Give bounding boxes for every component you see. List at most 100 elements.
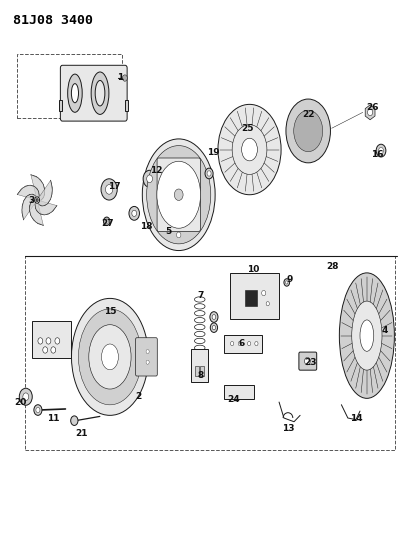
Circle shape: [103, 217, 110, 225]
Circle shape: [174, 189, 183, 200]
Text: 8: 8: [197, 371, 204, 380]
Polygon shape: [35, 200, 57, 215]
FancyBboxPatch shape: [223, 385, 254, 399]
Ellipse shape: [89, 325, 131, 389]
Circle shape: [34, 197, 39, 203]
Text: 1: 1: [117, 73, 123, 82]
Text: 18: 18: [140, 222, 152, 231]
Circle shape: [43, 347, 47, 353]
Text: 7: 7: [197, 291, 204, 300]
Circle shape: [46, 338, 51, 344]
Circle shape: [129, 206, 139, 220]
Text: 28: 28: [326, 262, 338, 271]
Text: 16: 16: [370, 150, 382, 159]
Circle shape: [143, 170, 156, 187]
Circle shape: [378, 148, 382, 154]
Circle shape: [70, 416, 78, 425]
Circle shape: [375, 144, 385, 157]
Circle shape: [211, 314, 215, 319]
Circle shape: [238, 342, 241, 346]
Text: 15: 15: [103, 307, 116, 316]
Ellipse shape: [285, 99, 330, 163]
Ellipse shape: [351, 301, 381, 370]
Circle shape: [367, 109, 372, 116]
FancyBboxPatch shape: [191, 349, 208, 382]
Circle shape: [265, 302, 269, 306]
Text: 2: 2: [135, 392, 141, 401]
Polygon shape: [17, 185, 39, 200]
Text: 9: 9: [286, 275, 292, 284]
Circle shape: [19, 388, 32, 405]
Text: 81J08 3400: 81J08 3400: [13, 14, 93, 27]
Circle shape: [176, 232, 181, 238]
Ellipse shape: [293, 110, 322, 152]
Text: 3: 3: [28, 196, 34, 205]
Circle shape: [283, 279, 289, 286]
FancyBboxPatch shape: [298, 352, 316, 370]
Circle shape: [23, 393, 29, 401]
Circle shape: [122, 75, 127, 81]
FancyBboxPatch shape: [60, 65, 127, 121]
Circle shape: [209, 312, 217, 322]
Ellipse shape: [142, 139, 215, 251]
Polygon shape: [22, 194, 37, 220]
Text: 10: 10: [247, 265, 259, 273]
Circle shape: [304, 358, 309, 365]
FancyBboxPatch shape: [224, 335, 262, 353]
Text: 23: 23: [303, 358, 315, 367]
Text: 27: 27: [101, 220, 114, 229]
Circle shape: [210, 323, 217, 333]
Circle shape: [51, 347, 55, 353]
FancyBboxPatch shape: [230, 273, 278, 319]
Text: 13: 13: [281, 424, 294, 433]
Polygon shape: [37, 180, 52, 206]
Circle shape: [101, 179, 117, 200]
Ellipse shape: [78, 309, 141, 405]
Circle shape: [285, 281, 287, 284]
Text: 4: 4: [381, 326, 387, 335]
Bar: [59, 100, 62, 111]
Ellipse shape: [101, 344, 118, 370]
Ellipse shape: [241, 138, 257, 161]
Circle shape: [230, 342, 233, 346]
Text: 24: 24: [226, 395, 239, 404]
Ellipse shape: [232, 125, 266, 174]
Circle shape: [132, 210, 136, 216]
Circle shape: [105, 184, 113, 194]
FancyBboxPatch shape: [135, 338, 157, 376]
Bar: [125, 100, 128, 111]
Bar: [200, 367, 204, 376]
Text: 12: 12: [150, 166, 162, 175]
Ellipse shape: [339, 273, 393, 398]
Circle shape: [36, 199, 38, 201]
Text: 11: 11: [47, 414, 60, 423]
Ellipse shape: [146, 146, 210, 244]
Bar: [158, 164, 198, 225]
Text: 6: 6: [238, 339, 244, 348]
Ellipse shape: [95, 80, 104, 106]
Ellipse shape: [71, 298, 148, 415]
Circle shape: [261, 290, 265, 296]
Circle shape: [146, 175, 152, 183]
Circle shape: [38, 338, 43, 344]
Text: 17: 17: [107, 182, 120, 191]
Circle shape: [105, 219, 108, 223]
Circle shape: [55, 338, 60, 344]
Circle shape: [34, 405, 42, 415]
Ellipse shape: [91, 72, 109, 115]
Bar: [17, 54, 122, 118]
Ellipse shape: [71, 84, 78, 103]
Text: 19: 19: [206, 148, 219, 157]
Circle shape: [205, 168, 213, 179]
Circle shape: [36, 407, 40, 413]
Bar: [194, 367, 198, 376]
Text: 5: 5: [165, 228, 171, 237]
Ellipse shape: [156, 161, 200, 228]
Text: 14: 14: [350, 414, 362, 423]
Bar: [25, 256, 394, 450]
Circle shape: [146, 360, 149, 364]
FancyBboxPatch shape: [157, 158, 200, 231]
Polygon shape: [30, 200, 43, 225]
Circle shape: [207, 171, 211, 176]
Ellipse shape: [217, 104, 280, 195]
